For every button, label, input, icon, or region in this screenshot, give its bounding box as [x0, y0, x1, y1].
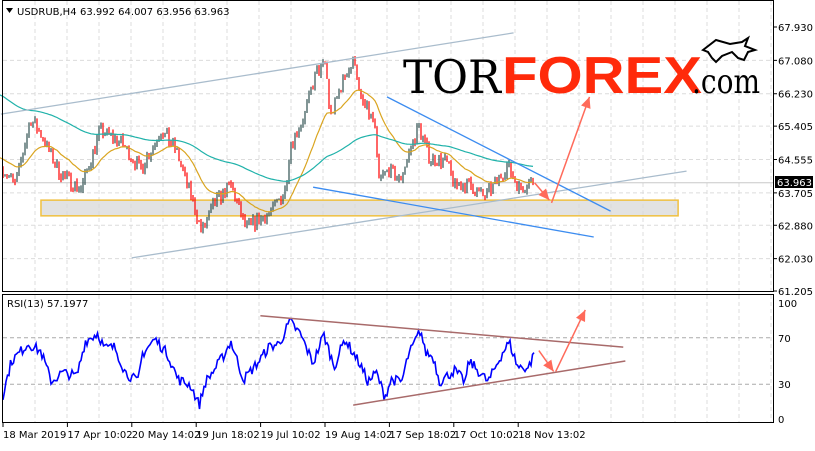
rsi-axis: 100 70 30 0	[778, 299, 797, 426]
channel-trendline	[131, 170, 687, 259]
arrow-line	[550, 96, 591, 204]
rsi-title: RSI(13) 57.1977	[7, 299, 88, 310]
rsi-line	[2, 317, 535, 410]
moving-average-slow-line	[0, 94, 534, 182]
dropdown-triangle-icon[interactable]	[6, 8, 13, 13]
price-tick-label: 67.080	[778, 56, 813, 67]
svg-text:.com: .com	[692, 62, 760, 102]
arrow-head-icon	[576, 309, 586, 323]
time-tick-label: 18 Mar 2019	[3, 430, 66, 441]
time-tick-label: 17 Apr 10:02	[67, 430, 132, 441]
rsi-tick-label: 0	[778, 415, 784, 426]
rsi-panel-frame	[2, 294, 774, 423]
rsi-tick-label: 70	[778, 334, 791, 345]
price-axis: 67.930 67.080 66.230 65.405 64.555 63.705 62.8…	[773, 23, 813, 298]
svg-text:FOREX: FOREX	[502, 47, 702, 105]
time-tick-label: 18 Nov 13:02	[518, 430, 585, 441]
time-tick-label: 17 Oct 10:02	[454, 430, 519, 441]
wedge-trendline	[313, 186, 594, 238]
support-zone	[40, 199, 679, 217]
price-tick-label: 66.230	[778, 90, 813, 101]
price-tick-label: 61.205	[778, 287, 813, 298]
time-tick-label: 17 Sep 18:02	[389, 430, 456, 441]
arrow-head-icon	[581, 96, 591, 109]
time-tick-label: 19 Jul 10:02	[261, 430, 321, 441]
price-tick-label: 62.880	[778, 221, 813, 232]
torforex-logo: TOR FOREX .com	[403, 35, 760, 105]
price-tick-label: 67.930	[778, 23, 813, 34]
rsi-tick-label: 30	[778, 380, 791, 391]
arrow-head-icon	[543, 359, 554, 372]
current-price-marker	[775, 176, 813, 188]
wedge-trendline	[386, 96, 611, 212]
price-tick-label: 64.555	[778, 156, 813, 167]
rsi-trendline	[260, 315, 624, 348]
current-price-label: 63.963	[777, 178, 812, 189]
rsi-tick-label: 100	[778, 299, 797, 310]
arrow-head-icon	[538, 188, 550, 201]
svg-text:TOR: TOR	[403, 50, 502, 104]
rsi-panel	[2, 309, 626, 410]
main-panel-frame	[2, 0, 774, 292]
price-tick-label: 65.405	[778, 122, 813, 133]
price-tick-label: 63.705	[778, 189, 813, 200]
chart-header-symbol: USDRUB,H4	[17, 7, 77, 18]
rsi-trendline	[353, 360, 626, 406]
channel-trendline	[0, 32, 514, 115]
price-tick-label: 62.030	[778, 255, 813, 266]
moving-average-fast-line	[0, 89, 533, 213]
chart-header-ohlc: 63.992 64.007 63.956 63.963	[80, 7, 230, 18]
time-tick-label: 19 Jun 18:02	[196, 430, 260, 441]
arrow-line	[555, 309, 586, 372]
time-tick-label: 20 May 14:02	[132, 430, 201, 441]
bull-icon	[700, 35, 759, 64]
time-tick-label: 19 Aug 14:02	[325, 430, 392, 441]
